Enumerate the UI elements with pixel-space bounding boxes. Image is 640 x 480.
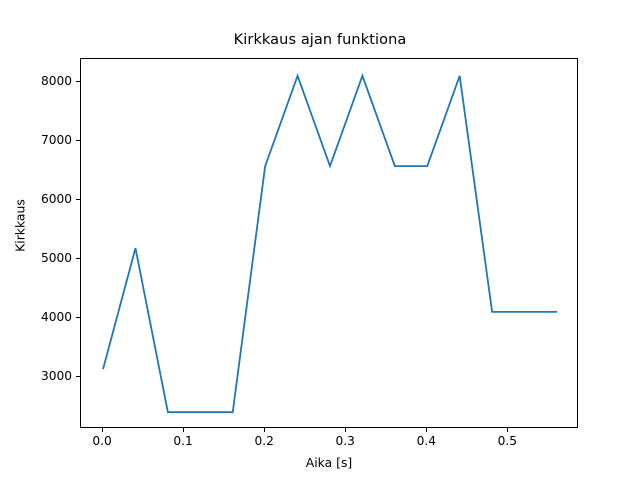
x-axis-label: Aika [s] (305, 455, 353, 470)
x-tick-label: 0.0 (92, 434, 112, 448)
x-tick-label: 0.5 (497, 434, 517, 448)
line-kirkkaus (102, 73, 557, 414)
x-tick-label: 0.3 (335, 434, 355, 448)
data-line-series (102, 73, 557, 414)
x-tick-label: 0.2 (254, 434, 274, 448)
y-tick-label: 8000 (40, 73, 72, 88)
x-tick-label: 0.1 (173, 434, 193, 448)
y-tick-label: 3000 (40, 368, 72, 383)
plot-axes-area (80, 58, 578, 428)
chart-title: Kirkkaus ajan funktiona (233, 32, 407, 48)
x-tick-label: 0.4 (416, 434, 436, 448)
y-axis-label: Kirkkaus (12, 199, 28, 252)
